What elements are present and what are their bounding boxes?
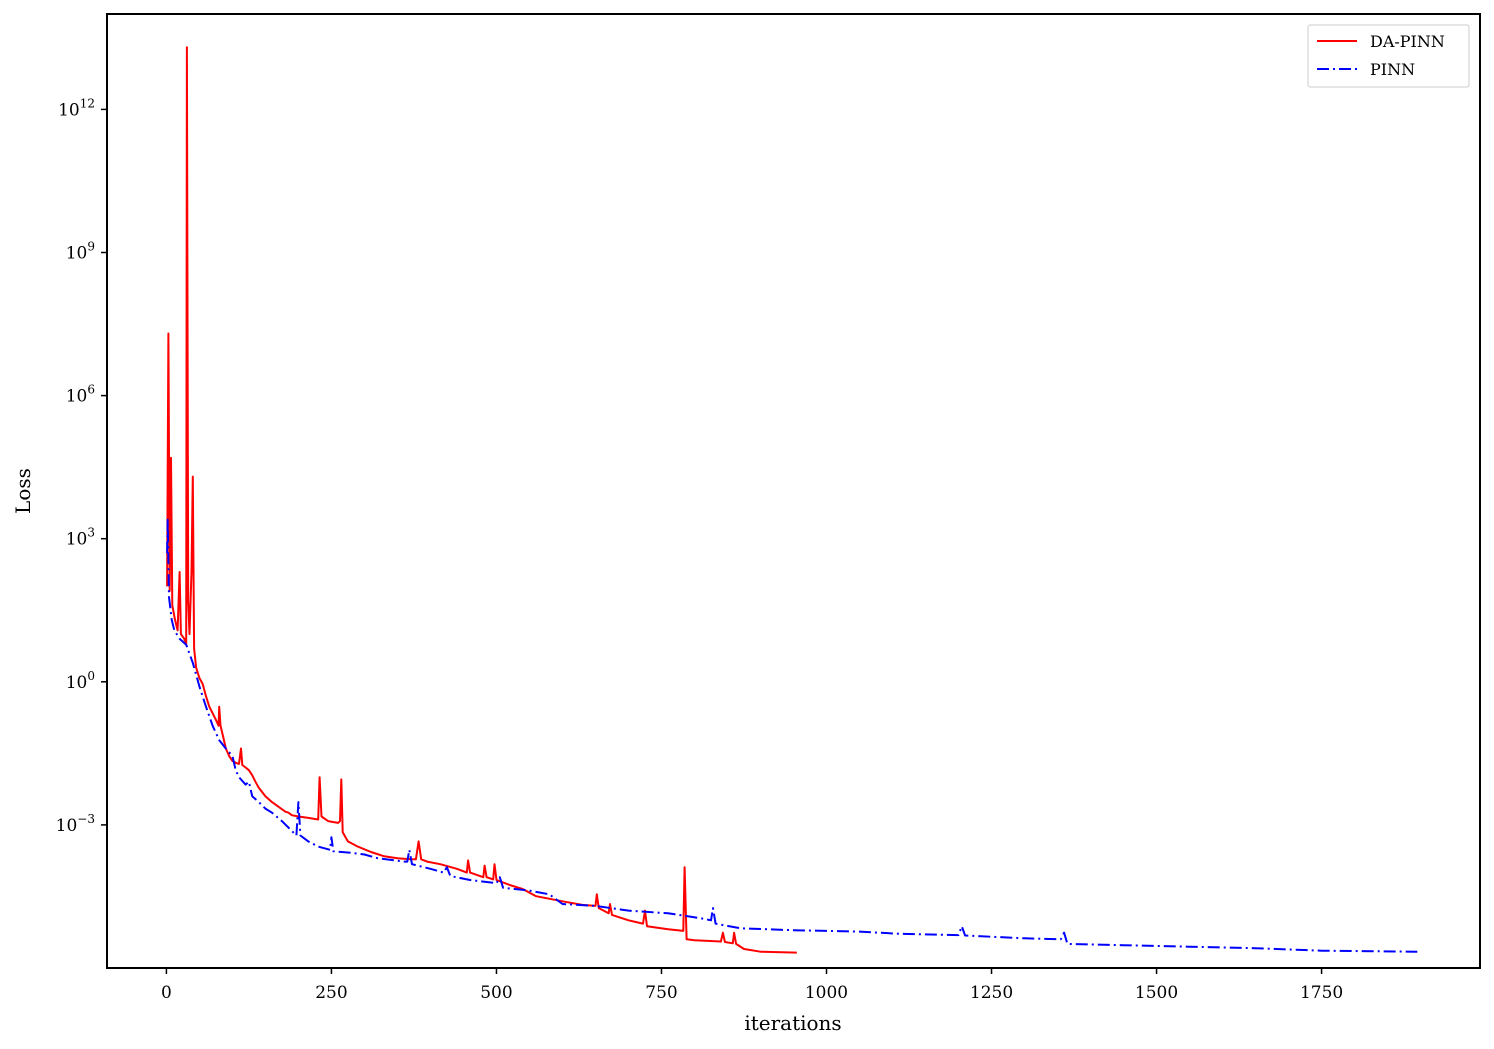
y-tick-label: 10−3	[56, 812, 95, 836]
x-tick-label: 1500	[1135, 983, 1178, 1003]
y-tick-label: 109	[66, 240, 95, 264]
y-tick-label: 100	[66, 669, 95, 693]
y-tick-label: 1012	[58, 96, 95, 120]
y-tick-label: 103	[66, 526, 95, 550]
series-line-pinn	[166, 518, 1418, 953]
plot-frame	[106, 13, 1481, 969]
x-axis-label: iterations	[744, 1011, 841, 1035]
series-layer	[166, 46, 1418, 954]
legend-label-pinn: PINN	[1370, 60, 1415, 79]
x-tick-label: 500	[480, 983, 512, 1003]
x-tick-label: 750	[645, 983, 677, 1003]
x-tick-label: 1750	[1300, 983, 1343, 1003]
x-tick-label: 1250	[970, 983, 1013, 1003]
legend-label-da-pinn: DA-PINN	[1370, 32, 1445, 51]
series-line-da-pinn	[166, 46, 797, 954]
x-tick-label: 1000	[805, 983, 848, 1003]
x-axis-ticks: 0 250 500 750 1000 1250 1500 1750	[161, 968, 1343, 1003]
y-axis-ticks: 10−3 100 103 106 109 1012	[56, 96, 107, 836]
y-axis-label: Loss	[11, 468, 35, 514]
x-tick-label: 250	[315, 983, 347, 1003]
x-tick-label: 0	[161, 983, 172, 1003]
legend: DA-PINN PINN	[1307, 24, 1470, 88]
y-tick-label: 106	[66, 383, 95, 407]
